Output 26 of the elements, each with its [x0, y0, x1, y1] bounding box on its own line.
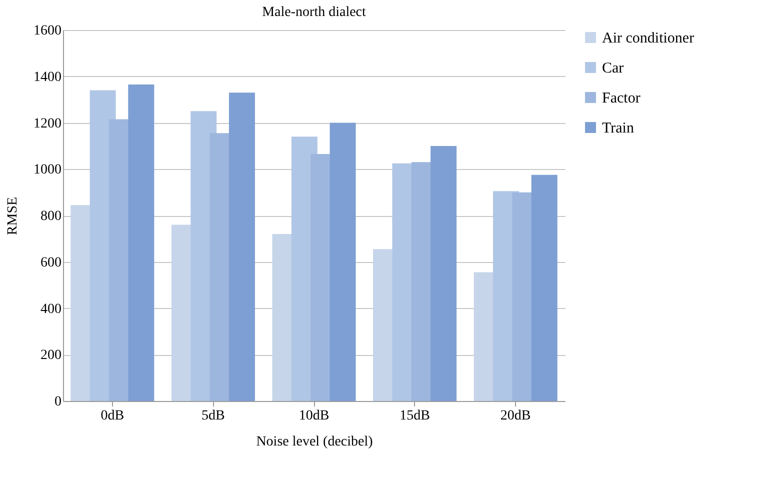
bar	[228, 92, 255, 401]
y-tick-label: 1400	[34, 70, 62, 85]
x-tick-label: 0dB	[100, 408, 124, 424]
y-tick-label: 600	[40, 255, 62, 270]
chart-title: Male-north dialect	[262, 5, 366, 20]
bar	[531, 174, 558, 401]
x-tick-label: 20dB	[500, 408, 531, 424]
legend-label: Train	[602, 120, 634, 136]
bar	[330, 122, 356, 401]
legend-label: Air conditioner	[602, 30, 694, 46]
x-axis-title: Noise level (decibel)	[256, 434, 374, 450]
y-tick-label: 1000	[34, 162, 62, 178]
y-tick-label: 400	[40, 302, 62, 317]
legend-label: Car	[602, 60, 624, 76]
y-tick-label: 1600	[34, 24, 62, 38]
x-tick-label: 15dB	[400, 408, 430, 424]
y-tick-label: 800	[40, 209, 62, 224]
x-tick-label: 5dB	[202, 408, 225, 424]
x-tick-label: 10dB	[298, 408, 330, 424]
bar	[128, 84, 154, 401]
y-tick-label: 200	[40, 348, 62, 364]
y-tick-label: 0	[54, 394, 62, 410]
legend-label: Factor	[602, 90, 640, 106]
bar	[430, 146, 457, 401]
y-axis-title: RMSE	[6, 196, 20, 236]
y-tick-label: 1200	[34, 116, 62, 132]
